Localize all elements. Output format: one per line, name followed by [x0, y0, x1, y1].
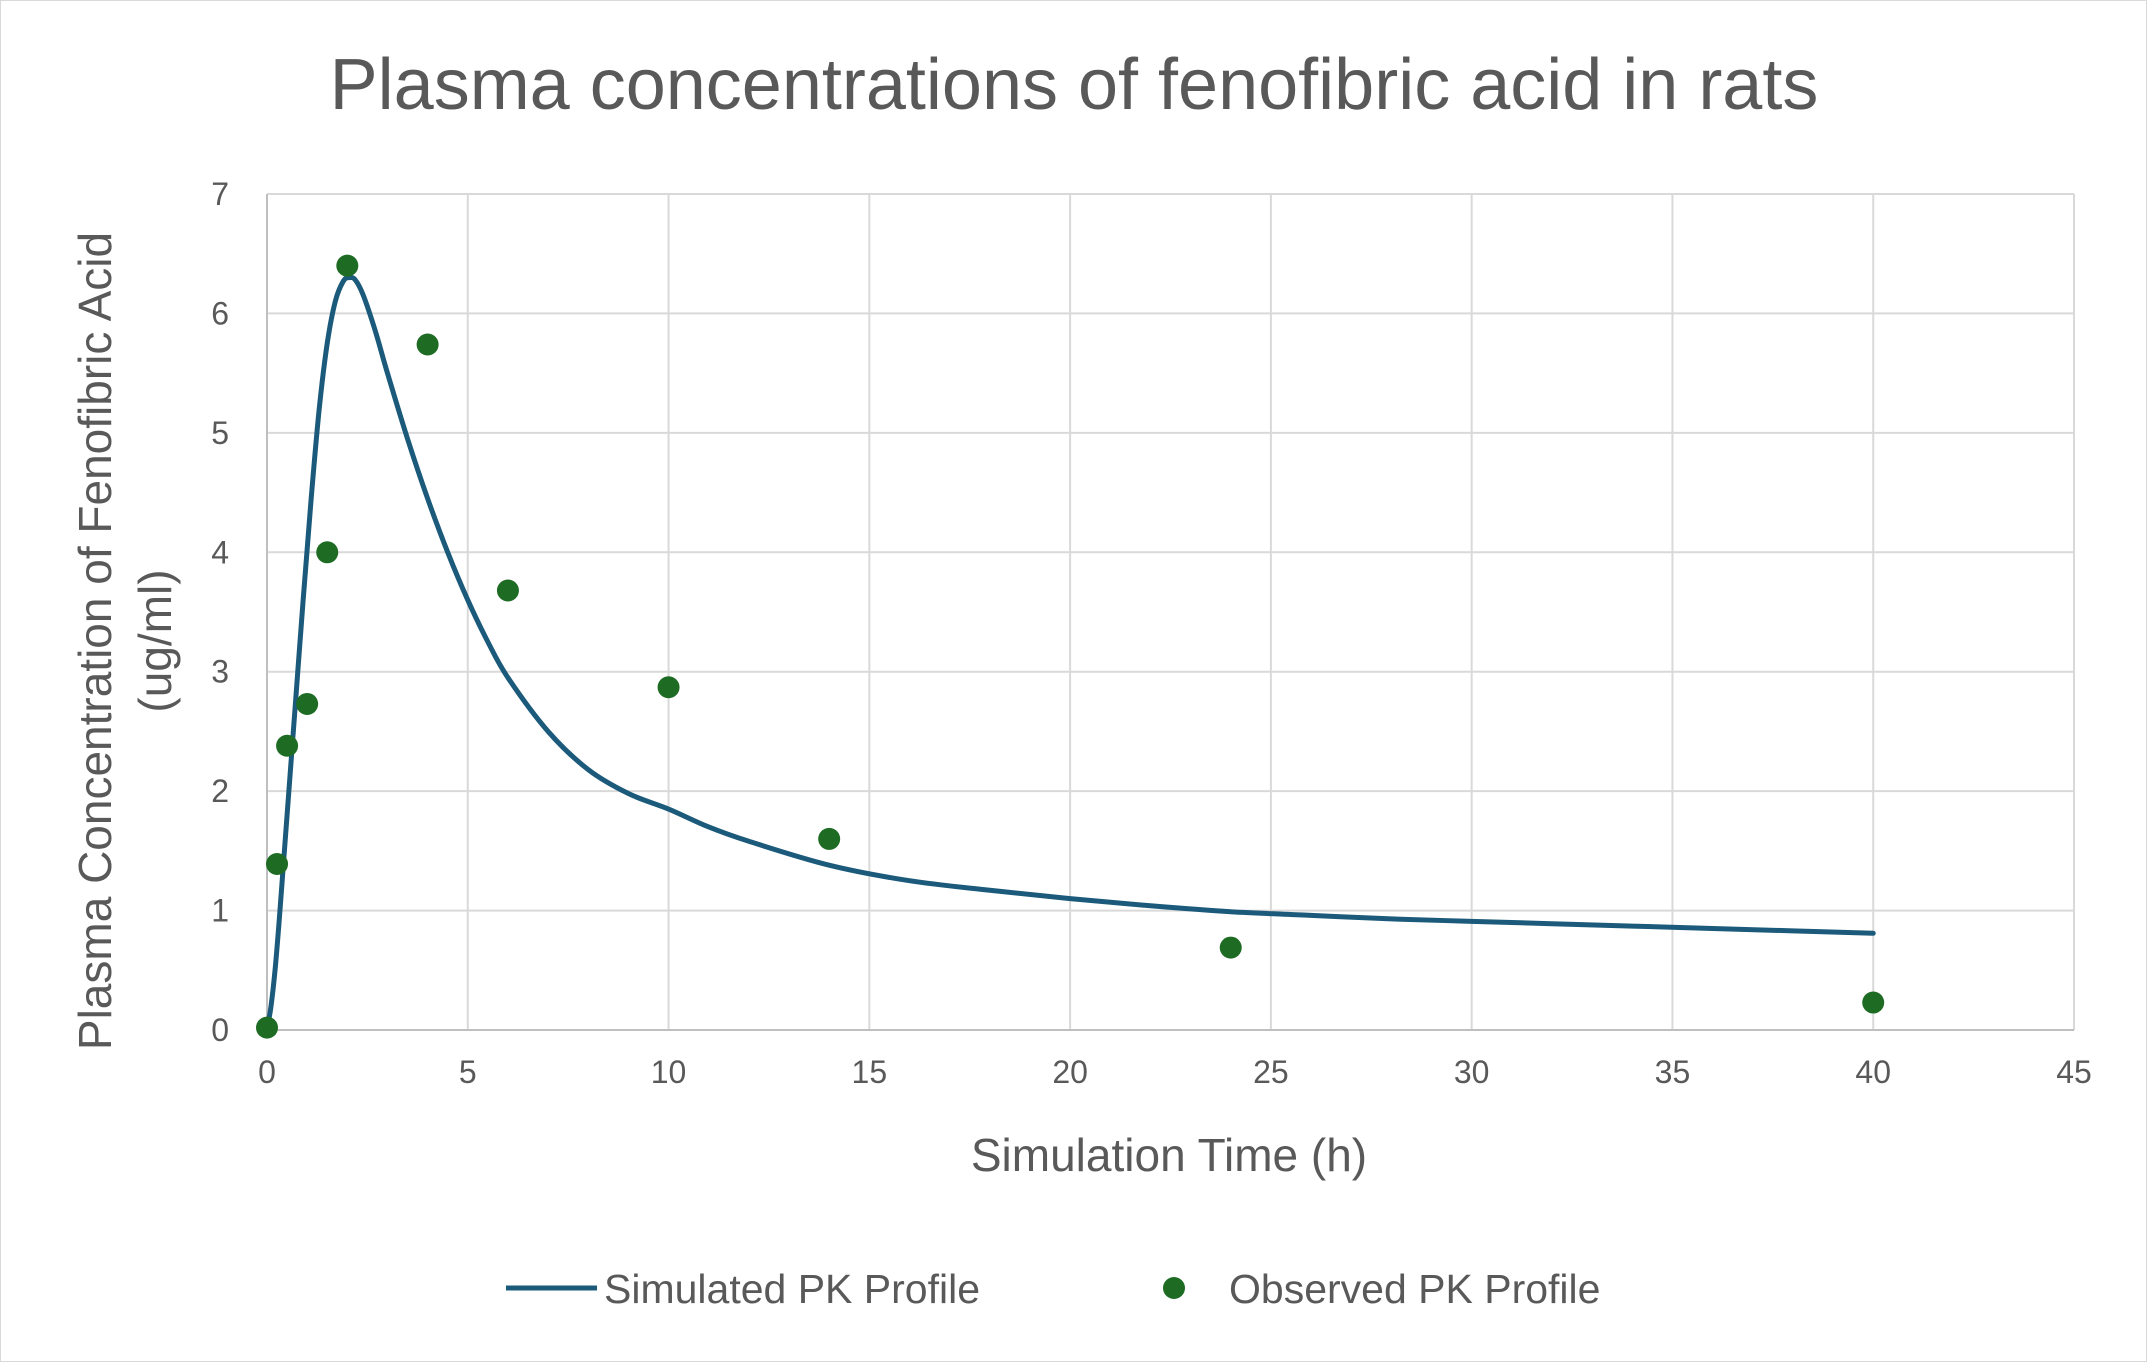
y-tick-label: 7 — [211, 176, 229, 212]
x-tick-label: 10 — [651, 1054, 687, 1090]
y-tick-label: 1 — [211, 893, 229, 929]
observed-point — [1219, 936, 1242, 959]
observed-point — [316, 541, 339, 564]
y-axis-title-group: Plasma Concentration of Fenofibric Acid … — [69, 232, 181, 1050]
legend-dot-swatch — [1163, 1277, 1185, 1299]
legend-label-observed: Observed PK Profile — [1229, 1266, 1600, 1312]
observed-point — [496, 579, 519, 602]
x-tick-label: 5 — [459, 1054, 477, 1090]
series-layer — [256, 254, 1885, 1039]
observed-point — [416, 333, 439, 356]
observed-point — [276, 734, 299, 757]
x-axis-title: Simulation Time (h) — [971, 1129, 1367, 1181]
y-tick-label: 5 — [211, 415, 229, 451]
observed-point — [818, 827, 841, 850]
y-tick-label: 4 — [211, 534, 229, 570]
axes — [266, 194, 2074, 1031]
legend: Simulated PK Profile Observed PK Profile — [506, 1266, 1600, 1312]
x-tick-label: 25 — [1253, 1054, 1289, 1090]
observed-point — [336, 254, 359, 277]
observed-point — [296, 692, 319, 715]
x-tick-label: 30 — [1454, 1054, 1490, 1090]
x-tick-labels: 0 5 10 15 20 25 30 35 40 45 — [258, 1054, 2092, 1090]
x-tick-label: 45 — [2056, 1054, 2092, 1090]
y-axis-title-line2: (ug/ml) — [129, 569, 181, 712]
simulated-pk-line — [264, 274, 1876, 1033]
x-tick-label: 0 — [258, 1054, 276, 1090]
chart-title: Plasma concentrations of fenofibric acid… — [330, 45, 1819, 125]
y-tick-label: 3 — [211, 654, 229, 690]
y-tick-label: 2 — [211, 773, 229, 809]
y-axis-title-line1: Plasma Concentration of Fenofibric Acid — [69, 232, 121, 1050]
y-tick-labels: 0 1 2 3 4 5 6 7 — [211, 176, 229, 1048]
y-tick-label: 0 — [211, 1012, 229, 1048]
x-tick-label: 40 — [1855, 1054, 1891, 1090]
grid-lines — [266, 193, 2075, 1031]
observed-point — [266, 852, 289, 875]
legend-label-simulated: Simulated PK Profile — [604, 1266, 980, 1312]
observed-point — [256, 1016, 278, 1039]
observed-point — [657, 676, 680, 699]
y-tick-label: 6 — [211, 295, 229, 331]
x-tick-label: 35 — [1655, 1054, 1691, 1090]
x-tick-label: 15 — [852, 1054, 888, 1090]
observed-point — [1862, 991, 1885, 1014]
x-tick-label: 20 — [1052, 1054, 1088, 1090]
